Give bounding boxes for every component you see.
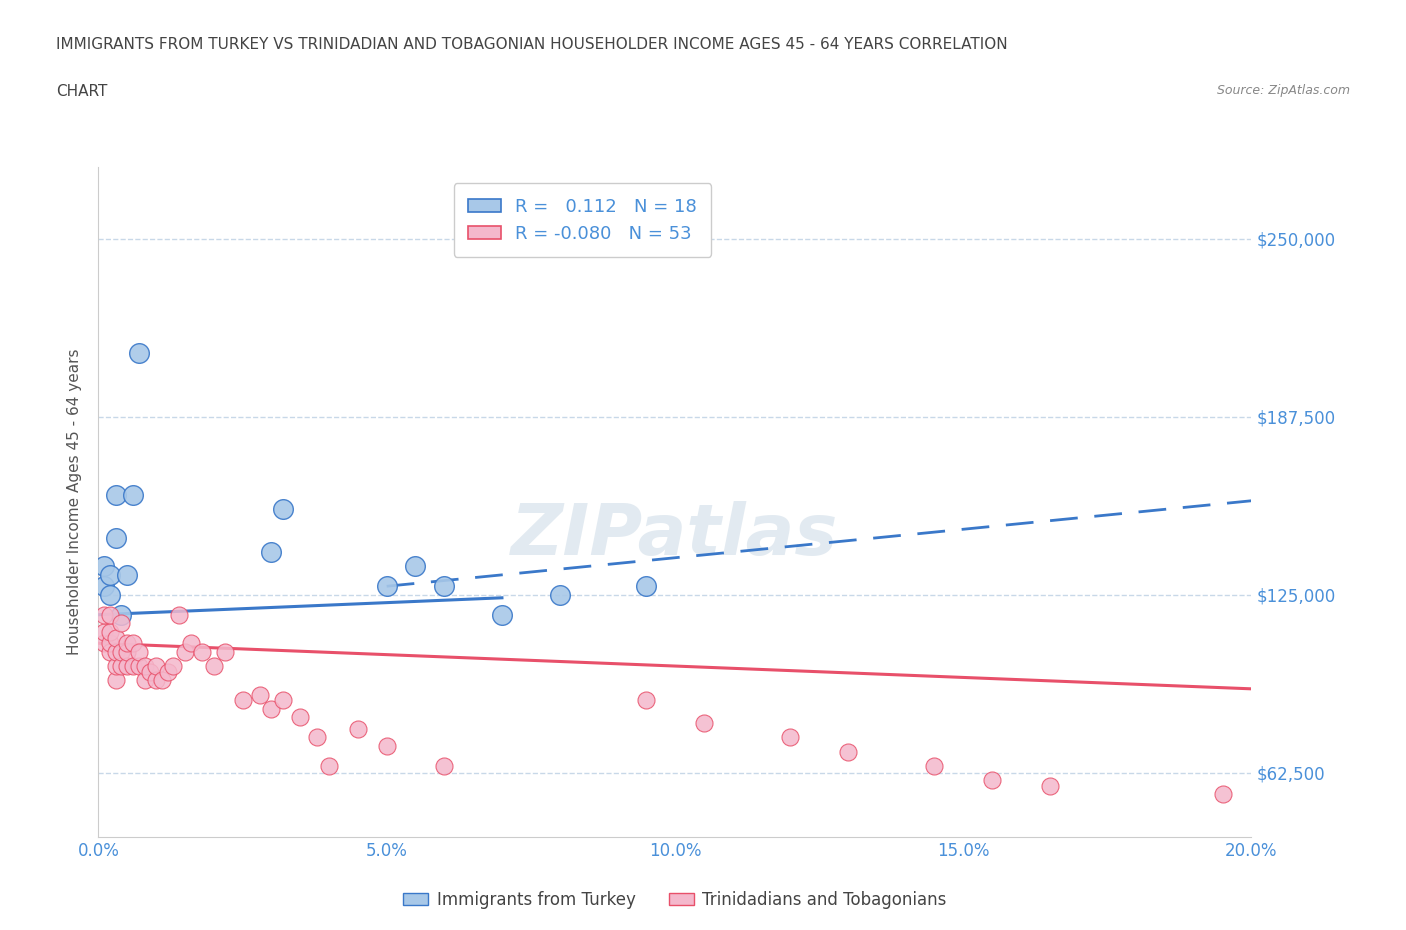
Point: [128, 644, 150, 659]
Legend: Immigrants from Turkey, Trinidadians and Tobagonians: Immigrants from Turkey, Trinidadians and…: [396, 884, 953, 916]
Point: [231, 693, 254, 708]
Point: [122, 658, 145, 673]
Point: [134, 658, 156, 673]
Point: [145, 672, 167, 687]
Point: [318, 758, 340, 773]
Point: [98, 624, 121, 639]
Point: [117, 636, 139, 651]
Point: [104, 644, 127, 659]
Y-axis label: Householder Income Ages 45 - 64 years: Householder Income Ages 45 - 64 years: [67, 349, 83, 656]
Point: [150, 672, 173, 687]
Point: [93, 559, 115, 574]
Point: [134, 672, 156, 687]
Point: [93, 607, 115, 622]
Point: [433, 758, 456, 773]
Point: [145, 658, 167, 673]
Text: ZIPatlas: ZIPatlas: [512, 501, 838, 570]
Point: [922, 758, 945, 773]
Point: [117, 567, 139, 582]
Point: [162, 658, 184, 673]
Point: [202, 658, 225, 673]
Point: [249, 687, 271, 702]
Point: [375, 738, 398, 753]
Point: [117, 644, 139, 659]
Point: [98, 644, 121, 659]
Point: [346, 722, 368, 737]
Point: [110, 607, 132, 622]
Point: [122, 636, 145, 651]
Point: [110, 616, 132, 631]
Point: [307, 730, 329, 745]
Point: [128, 345, 150, 360]
Point: [214, 644, 236, 659]
Text: Source: ZipAtlas.com: Source: ZipAtlas.com: [1216, 84, 1350, 97]
Point: [260, 701, 283, 716]
Point: [104, 658, 127, 673]
Point: [104, 672, 127, 687]
Point: [93, 624, 115, 639]
Point: [104, 631, 127, 645]
Point: [548, 588, 571, 603]
Point: [491, 607, 513, 622]
Point: [98, 588, 121, 603]
Point: [271, 693, 294, 708]
Point: [271, 502, 294, 517]
Point: [110, 658, 132, 673]
Point: [98, 607, 121, 622]
Point: [191, 644, 214, 659]
Point: [98, 636, 121, 651]
Point: [779, 730, 801, 745]
Point: [981, 773, 1004, 788]
Point: [93, 578, 115, 593]
Text: IMMIGRANTS FROM TURKEY VS TRINIDADIAN AND TOBAGONIAN HOUSEHOLDER INCOME AGES 45 : IMMIGRANTS FROM TURKEY VS TRINIDADIAN AN…: [56, 37, 1008, 52]
Point: [837, 744, 859, 759]
Point: [433, 578, 456, 593]
Point: [117, 658, 139, 673]
Point: [636, 578, 658, 593]
Point: [122, 487, 145, 502]
Point: [139, 664, 162, 679]
Point: [156, 664, 179, 679]
Point: [104, 530, 127, 545]
Point: [180, 636, 202, 651]
Point: [290, 710, 312, 724]
Point: [1038, 778, 1062, 793]
Text: CHART: CHART: [56, 84, 108, 99]
Point: [636, 693, 658, 708]
Point: [98, 567, 121, 582]
Point: [693, 715, 716, 730]
Point: [93, 636, 115, 651]
Point: [110, 644, 132, 659]
Point: [405, 559, 427, 574]
Point: [167, 607, 190, 622]
Point: [104, 487, 127, 502]
Point: [128, 658, 150, 673]
Point: [260, 545, 283, 560]
Point: [1212, 787, 1234, 802]
Point: [375, 578, 398, 593]
Point: [174, 644, 197, 659]
